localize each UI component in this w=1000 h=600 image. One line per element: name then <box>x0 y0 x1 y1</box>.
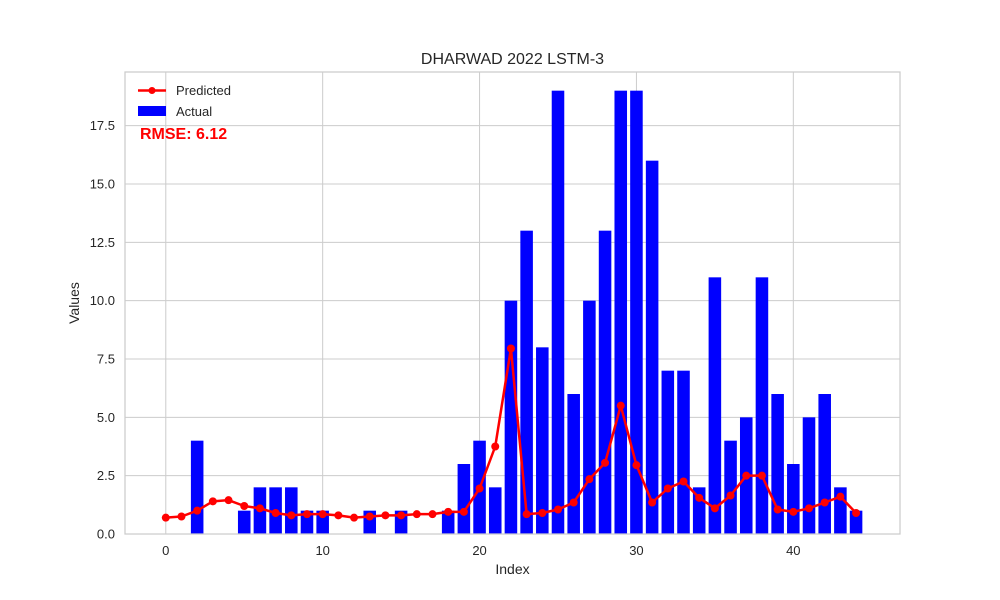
predicted-point <box>302 510 311 519</box>
bar-actual <box>614 90 628 535</box>
bar-actual <box>630 90 643 535</box>
bar-actual <box>441 510 455 534</box>
predicted-point <box>585 475 594 484</box>
x-axis-label: Index <box>495 561 529 577</box>
predicted-point <box>491 442 500 451</box>
predicted-point <box>193 506 202 515</box>
predicted-point <box>773 505 782 514</box>
predicted-point <box>397 511 406 520</box>
predicted-point <box>208 497 217 506</box>
legend-predicted-marker <box>148 87 156 94</box>
bar-actual <box>488 487 502 534</box>
bar-actual <box>677 370 690 534</box>
bar-actual <box>583 300 596 534</box>
predicted-point <box>412 510 421 519</box>
predicted-point <box>820 498 829 507</box>
predicted-point <box>475 484 484 493</box>
bar-actual <box>661 370 675 534</box>
rmse-annotation: RMSE: 6.12 <box>140 126 227 143</box>
predicted-point <box>255 504 264 513</box>
predicted-point <box>601 458 610 467</box>
predicted-point <box>522 510 531 519</box>
bar-actual <box>536 347 549 534</box>
predicted-point <box>224 496 233 505</box>
predicted-line <box>161 344 861 522</box>
y-axis-label: Values <box>66 282 82 324</box>
y-tick-label: 0.0 <box>97 527 115 542</box>
predicted-point <box>240 502 249 510</box>
predicted-point <box>695 493 704 502</box>
legend-predicted-label: Predicted <box>176 83 231 98</box>
legend: Predicted Actual <box>138 83 231 119</box>
x-tick-label: 0 <box>162 543 169 558</box>
bar-actual <box>504 300 518 534</box>
bar-actual <box>551 90 565 535</box>
predicted-point <box>350 513 359 522</box>
legend-actual-swatch <box>138 106 166 116</box>
y-tick-labels: 0.0 2.5 5.0 7.5 10.0 12.5 15.0 17.5 <box>90 118 115 541</box>
bar-actual <box>755 277 769 534</box>
predicted-point <box>679 477 688 486</box>
predicted-point <box>428 510 437 519</box>
plot-frame <box>124 71 901 535</box>
predicted-point <box>710 504 719 513</box>
predicted-point <box>161 513 170 522</box>
bar-actual <box>598 230 612 534</box>
legend-actual-label: Actual <box>176 104 212 119</box>
predicted-point <box>271 509 280 517</box>
bar-actual <box>520 230 533 534</box>
y-tick-label: 7.5 <box>97 352 115 367</box>
predicted-point <box>287 511 296 520</box>
bar-actual <box>190 440 204 534</box>
bar-actual <box>818 394 831 534</box>
predicted-point <box>805 504 814 513</box>
predicted-point <box>459 507 468 516</box>
bar-actual <box>567 394 580 534</box>
predicted-point <box>789 507 798 516</box>
predicted-point <box>852 509 861 517</box>
bar-actual <box>724 440 737 534</box>
predicted-point <box>757 471 766 480</box>
predicted-point <box>616 401 625 410</box>
bar-actual <box>802 417 816 534</box>
predicted-point <box>538 509 547 517</box>
predicted-point <box>318 510 327 519</box>
bar-actual <box>849 510 863 534</box>
predicted-point <box>334 511 343 520</box>
bar-actual <box>645 160 659 534</box>
predicted-point <box>569 498 578 507</box>
predicted-point <box>648 498 657 507</box>
y-tick-label: 5.0 <box>97 410 115 425</box>
bar-actual <box>771 394 784 534</box>
bar-actual <box>787 464 800 534</box>
predicted-point <box>177 512 186 521</box>
chart-title: DHARWAD 2022 LSTM-3 <box>421 51 604 68</box>
predicted-point <box>444 507 453 516</box>
bar-actual <box>237 510 251 534</box>
predicted-point <box>836 492 845 501</box>
x-tick-label: 20 <box>472 543 486 558</box>
predicted-point <box>381 511 390 520</box>
predicted-point <box>663 484 672 493</box>
predicted-point <box>506 344 515 353</box>
bar-actual <box>708 277 722 534</box>
bar-actual <box>285 487 298 534</box>
predicted-point <box>726 491 735 500</box>
y-tick-label: 17.5 <box>90 118 115 133</box>
x-tick-label: 40 <box>786 543 800 558</box>
y-tick-label: 12.5 <box>90 235 115 250</box>
x-tick-labels: 0 10 20 30 40 <box>162 543 800 558</box>
y-tick-label: 15.0 <box>90 177 115 192</box>
predicted-point <box>365 512 374 521</box>
x-tick-label: 30 <box>629 543 643 558</box>
x-tick-label: 10 <box>315 543 329 558</box>
y-tick-label: 2.5 <box>97 468 115 483</box>
predicted-point <box>553 505 562 514</box>
predicted-point <box>632 461 641 470</box>
bar-actual <box>457 464 471 534</box>
predicted-point <box>742 471 751 480</box>
y-tick-label: 10.0 <box>90 293 115 308</box>
